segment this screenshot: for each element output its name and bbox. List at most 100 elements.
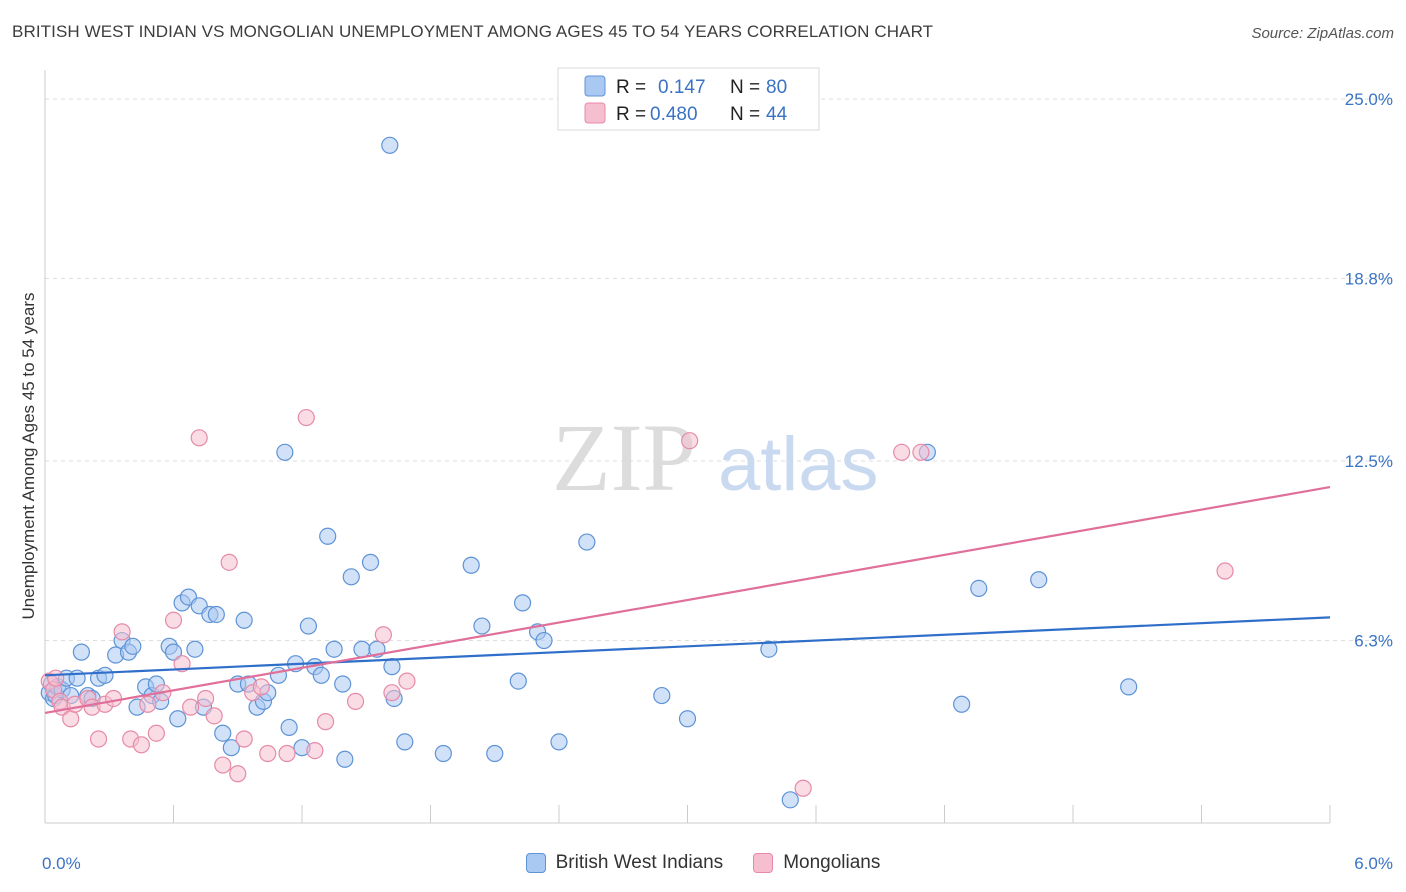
scatter-point <box>1120 678 1138 696</box>
scatter-point <box>259 744 277 763</box>
scatter-point <box>462 556 480 574</box>
trend-lines <box>44 485 1331 715</box>
scatter-point <box>235 611 253 629</box>
scatter-point <box>342 568 360 586</box>
scatter-point <box>346 692 365 710</box>
scatter-point <box>280 718 298 737</box>
legend-swatch-british-west-indians <box>525 853 546 873</box>
legend-swatch-pink <box>584 102 606 124</box>
scatter-point <box>269 666 288 684</box>
legend-item-british-west-indians[interactable]: British West Indians <box>525 852 724 874</box>
scatter-point <box>147 724 165 742</box>
legend-r-value-pink: 0.480 <box>650 104 698 125</box>
scatter-point <box>169 710 187 728</box>
legend-label-british-west-indians: British West Indians <box>555 852 724 873</box>
scatter-point <box>1030 571 1048 589</box>
legend-n-label-blue: N = <box>730 77 760 98</box>
scatter-point <box>299 617 318 635</box>
legend-label-mongolians: Mongolians <box>783 852 881 873</box>
scatter-point <box>760 640 778 658</box>
scatter-point <box>893 443 911 461</box>
legend-r-label-blue: R = <box>616 77 646 98</box>
scatter-point <box>214 756 232 774</box>
scatter-point <box>325 640 343 658</box>
legend-n-label-pink: N = <box>730 104 760 125</box>
scatter-point <box>276 443 294 461</box>
scatter-point <box>124 637 142 655</box>
legend-swatch-blue <box>584 75 606 97</box>
scatter-point <box>334 675 352 693</box>
scatter-point <box>473 617 491 635</box>
scatter-point <box>578 533 596 551</box>
x-tick-label-min: 0.0% <box>42 854 81 873</box>
scatter-point <box>361 553 380 571</box>
trend-line-british-west-indians <box>44 616 1331 677</box>
scatter-point <box>96 666 114 684</box>
scatter-point <box>312 666 330 684</box>
legend-n-value-blue: 80 <box>766 77 787 98</box>
scatter-point <box>173 655 191 673</box>
y-tick-label: 12.5% <box>1345 452 1393 471</box>
gridlines <box>45 98 1392 642</box>
scatter-point <box>214 724 232 742</box>
scatter-point <box>353 640 371 658</box>
scatter-point <box>550 733 568 751</box>
y-tick-label: 25.0% <box>1345 90 1393 109</box>
bottom-legend: British West Indians Mongolians <box>0 852 1406 874</box>
chart-title: BRITISH WEST INDIAN VS MONGOLIAN UNEMPLO… <box>12 22 934 41</box>
scatter-point <box>794 779 812 797</box>
legend-item-mongolians[interactable]: Mongolians <box>753 852 880 874</box>
scatter-point <box>912 443 930 461</box>
scatter-point <box>164 643 183 661</box>
scatter-point <box>1216 562 1234 580</box>
scatter-point <box>486 744 504 763</box>
scatter-point <box>207 605 225 624</box>
scatter-point <box>220 553 238 571</box>
watermark-zip: ZIP <box>552 404 696 511</box>
trend-line-mongolians <box>44 485 1331 715</box>
scatter-point <box>205 707 223 725</box>
scatter-point <box>306 741 324 760</box>
scatter-point <box>139 695 157 713</box>
scatter-point <box>398 672 416 690</box>
y-tick-label: 6.3% <box>1354 632 1393 651</box>
scatter-point <box>953 695 971 713</box>
scatter-point <box>396 733 414 751</box>
scatter-point <box>336 750 354 768</box>
legend-n-value-pink: 44 <box>766 104 788 125</box>
scatter-point <box>297 408 315 427</box>
scatter-point <box>62 710 80 728</box>
x-tick-label-max: 6.0% <box>1354 854 1393 873</box>
scatter-point <box>186 640 204 658</box>
scatter-point <box>535 631 553 650</box>
scatter-point <box>104 689 123 708</box>
y-tick-label: 18.8% <box>1345 270 1393 289</box>
scatter-point <box>374 626 392 644</box>
legend-swatch-mongolians <box>753 853 774 873</box>
scatter-point <box>653 686 671 705</box>
watermark-atlas: atlas <box>718 422 879 507</box>
scatter-point <box>235 730 253 748</box>
scatter-point <box>222 739 240 757</box>
scatter-point <box>513 594 532 612</box>
scatter-point <box>72 643 91 661</box>
scatter-point <box>197 689 215 708</box>
scatter-point <box>781 791 799 809</box>
scatter-point <box>434 744 452 763</box>
scatter-point <box>381 136 399 154</box>
scatter-point <box>316 713 335 731</box>
scatter-point <box>970 579 988 598</box>
x-axis-ticks <box>173 805 1331 823</box>
scatter-point <box>681 432 699 450</box>
scatter-point <box>278 744 296 763</box>
legend-r-value-blue: 0.147 <box>658 77 706 98</box>
source-credit: Source: ZipAtlas.com <box>1251 25 1394 42</box>
scatter-point <box>113 623 131 641</box>
scatter-point <box>252 678 270 696</box>
scatter-point <box>319 527 337 545</box>
scatter-point <box>132 736 150 754</box>
y-axis-label: Unemployment Among Ages 45 to 54 years <box>19 293 38 620</box>
scatter-point <box>509 672 527 690</box>
scatter-point <box>190 429 208 447</box>
